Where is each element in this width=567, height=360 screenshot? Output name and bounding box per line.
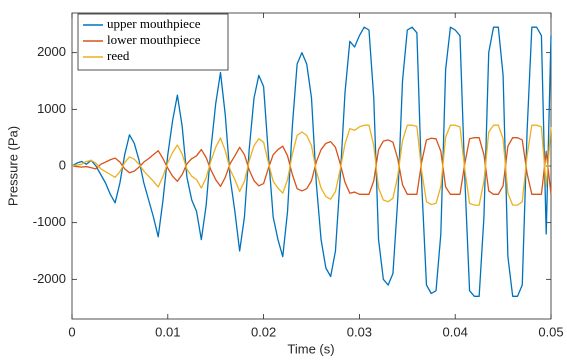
y-axis-label: Pressure (Pa)	[5, 126, 20, 206]
y-tick-label: -2000	[33, 271, 66, 286]
series-line	[71, 124, 552, 206]
x-tick-label: 0.04	[443, 324, 468, 339]
legend-box	[77, 13, 229, 71]
y-tick-label: -1000	[33, 214, 66, 229]
y-tick-label: 2000	[37, 44, 66, 59]
x-tick-label: 0	[68, 324, 75, 339]
legend-label: upper mouthpiece	[107, 16, 201, 31]
series-line	[71, 137, 552, 195]
x-tick-label: 0.01	[155, 324, 180, 339]
x-axis-label: Time (s)	[287, 341, 334, 356]
y-tick-label: 1000	[37, 101, 66, 116]
series-line	[71, 26, 552, 297]
x-tick-label: 0.03	[347, 324, 372, 339]
y-tick-label: 0	[59, 157, 66, 172]
legend-label: lower mouthpiece	[107, 32, 201, 47]
x-tick-label: 0.05	[538, 324, 563, 339]
legend-label: reed	[107, 48, 130, 63]
x-tick-label: 0.02	[251, 324, 276, 339]
